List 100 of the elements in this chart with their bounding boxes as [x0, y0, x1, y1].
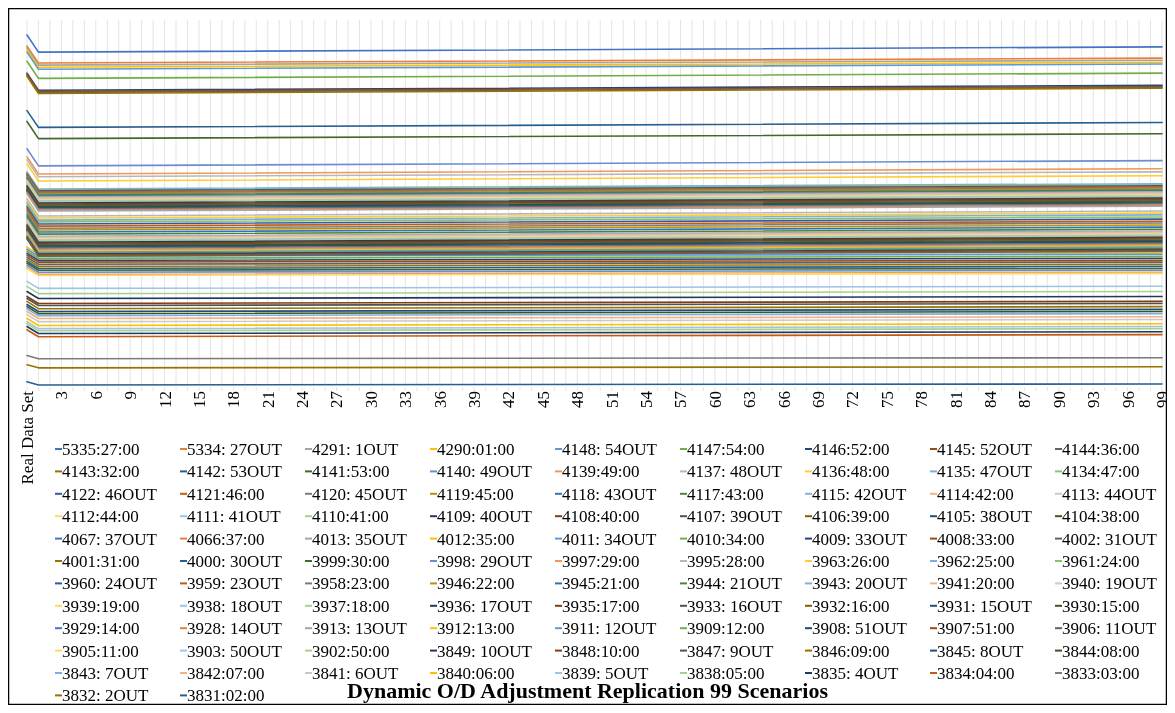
x-tick-label: 42 — [499, 391, 519, 408]
legend-label: 5335:27:00 — [62, 439, 140, 459]
legend-label: 3961:24:00 — [1062, 551, 1140, 571]
x-tick-label: 54 — [637, 390, 657, 408]
legend-label: 3928: 14OUT — [187, 619, 283, 639]
legend-label: 3842:07:00 — [187, 663, 265, 683]
legend-label: 3946:22:00 — [437, 574, 515, 594]
x-tick-label: 75 — [877, 391, 897, 408]
legend-label: 3940: 19OUT — [1062, 574, 1158, 594]
x-tick-label: 81 — [946, 391, 966, 408]
legend-label: 4113: 44OUT — [1062, 484, 1157, 504]
legend-label: 3932:16:00 — [812, 596, 890, 616]
legend-label: 3908: 51OUT — [812, 619, 908, 639]
legend-label: 4010:34:00 — [687, 529, 765, 549]
x-tick-label: 30 — [361, 391, 381, 408]
legend-label: 3902:50:00 — [312, 641, 390, 661]
legend-label: 3913: 13OUT — [312, 619, 408, 639]
x-tick-label: 39 — [465, 391, 485, 408]
x-tick-label: 18 — [224, 391, 244, 408]
legend-label: 4136:48:00 — [812, 462, 890, 482]
legend-label: 4139:49:00 — [562, 462, 640, 482]
x-tick-label: 69 — [809, 391, 829, 408]
x-tick-label: 24 — [293, 390, 313, 408]
legend-label: 3929:14:00 — [62, 619, 140, 639]
x-tick-label: 27 — [327, 390, 347, 408]
legend-label: 4147:54:00 — [687, 439, 765, 459]
legend-label: 4012:35:00 — [437, 529, 515, 549]
x-tick-label: 6 — [86, 391, 106, 400]
legend-label: 3930:15:00 — [1062, 596, 1140, 616]
legend-label: 3848:10:00 — [562, 641, 640, 661]
legend-label: 4145: 52OUT — [937, 439, 1033, 459]
legend-label: 3906: 11OUT — [1062, 619, 1157, 639]
legend-label: 4140: 49OUT — [437, 462, 533, 482]
legend-label: 4009: 33OUT — [812, 529, 908, 549]
legend-label: 4107: 39OUT — [687, 507, 783, 527]
legend-label: 3939:19:00 — [62, 596, 140, 616]
legend-label: 3846:09:00 — [812, 641, 890, 661]
legend-label: 3843: 7OUT — [62, 663, 150, 683]
legend-label: 4110:41:00 — [312, 507, 389, 527]
legend-label: 4011: 34OUT — [562, 529, 657, 549]
legend-label: 5334: 27OUT — [187, 439, 283, 459]
legend-label: 4122: 46OUT — [62, 484, 158, 504]
legend-label: 3907:51:00 — [937, 619, 1015, 639]
legend-label: 3933: 16OUT — [687, 596, 783, 616]
legend-label: 3945:21:00 — [562, 574, 640, 594]
legend-label: 4142: 53OUT — [187, 462, 283, 482]
legend-label: 3998: 29OUT — [437, 551, 533, 571]
x-tick-label: 36 — [430, 391, 450, 408]
x-tick-label: 48 — [568, 391, 588, 408]
legend-label: 3959: 23OUT — [187, 574, 283, 594]
legend-label: 4135: 47OUT — [937, 462, 1033, 482]
legend-label: 3911: 12OUT — [562, 619, 657, 639]
x-tick-label: 21 — [258, 391, 278, 408]
legend-label: 3845: 8OUT — [937, 641, 1025, 661]
legend-label: 3944: 21OUT — [687, 574, 783, 594]
legend-label: 4002: 31OUT — [1062, 529, 1158, 549]
x-tick-label: 3 — [52, 391, 72, 400]
x-tick-label: 57 — [671, 390, 691, 408]
x-tick-label: 51 — [602, 391, 622, 408]
legend-label: 3995:28:00 — [687, 551, 765, 571]
legend-label: 3912:13:00 — [437, 619, 515, 639]
x-tick-label: Real Data Set — [17, 390, 37, 485]
legend-label: 4066:37:00 — [187, 529, 265, 549]
legend-label: 3905:11:00 — [62, 641, 139, 661]
legend-label: 4148: 54OUT — [562, 439, 658, 459]
legend-label: 4109: 40OUT — [437, 507, 533, 527]
x-tick-label: 84 — [980, 390, 1000, 408]
legend-label: 4137: 48OUT — [687, 462, 783, 482]
legend-label: 4104:38:00 — [1062, 507, 1140, 527]
x-tick-label: 90 — [1049, 391, 1069, 408]
legend-label: 4144:36:00 — [1062, 439, 1140, 459]
x-tick-label: 66 — [774, 391, 794, 408]
legend-label: 4121:46:00 — [187, 484, 265, 504]
x-tick-label: 63 — [740, 391, 760, 408]
legend-label: 3997:29:00 — [562, 551, 640, 571]
legend-label: 4134:47:00 — [1062, 462, 1140, 482]
legend-label: 3903: 50OUT — [187, 641, 283, 661]
legend-label: 4106:39:00 — [812, 507, 890, 527]
legend-label: 3937:18:00 — [312, 596, 390, 616]
legend-label: 4119:45:00 — [437, 484, 514, 504]
legend-label: 4111: 41OUT — [187, 507, 282, 527]
legend-label: 4290:01:00 — [437, 439, 515, 459]
legend-label: 4112:44:00 — [62, 507, 139, 527]
legend-label: 4141:53:00 — [312, 462, 390, 482]
legend-label: 3936: 17OUT — [437, 596, 533, 616]
legend-label: 4117:43:00 — [687, 484, 764, 504]
legend-label: 3941:20:00 — [937, 574, 1015, 594]
x-tick-label: 96 — [1118, 391, 1138, 408]
legend-label: 3931: 15OUT — [937, 596, 1033, 616]
legend-label: 4000: 30OUT — [187, 551, 283, 571]
legend-label: 4008:33:00 — [937, 529, 1015, 549]
legend-label: 3849: 10OUT — [437, 641, 533, 661]
legend-label: 3831:02:00 — [187, 686, 265, 706]
legend-label: 3844:08:00 — [1062, 641, 1140, 661]
legend-label: 4118: 43OUT — [562, 484, 657, 504]
legend-label: 3963:26:00 — [812, 551, 890, 571]
legend-label: 4146:52:00 — [812, 439, 890, 459]
legend-label: 4067: 37OUT — [62, 529, 158, 549]
legend-label: 3938: 18OUT — [187, 596, 283, 616]
legend-label: 3847: 9OUT — [687, 641, 775, 661]
